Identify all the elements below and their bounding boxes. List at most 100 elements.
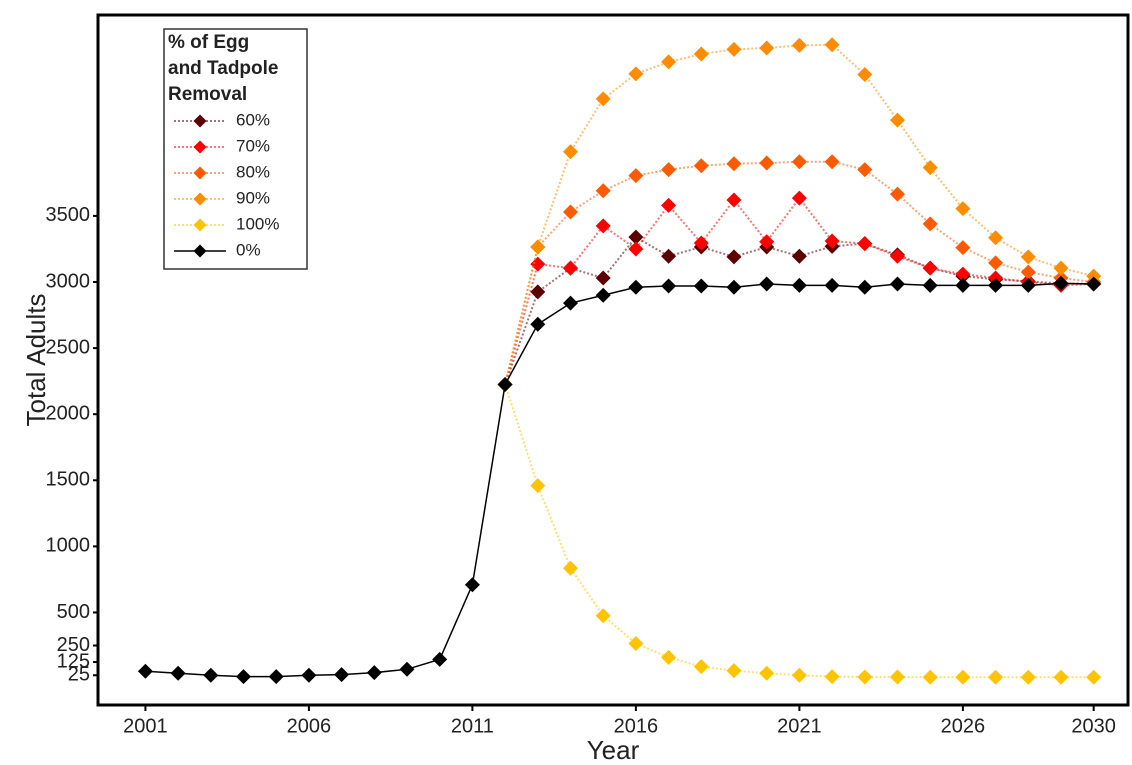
data-point [857, 66, 873, 82]
series-line [145, 282, 1094, 678]
x-tick-label: 2021 [777, 715, 822, 737]
y-tick-label: 2000 [46, 402, 91, 424]
legend-label: 80% [236, 162, 270, 181]
data-point [922, 260, 938, 276]
data-point [889, 112, 905, 128]
data-point [1053, 275, 1069, 291]
data-point [955, 266, 971, 282]
data-point [824, 277, 840, 293]
data-point [693, 158, 709, 174]
data-point [759, 665, 775, 681]
data-point [791, 277, 807, 293]
legend-title: Removal [168, 84, 247, 105]
data-point [857, 162, 873, 178]
x-tick-label: 2011 [451, 715, 494, 737]
data-point [137, 663, 153, 679]
data-point [661, 197, 677, 213]
data-point [759, 276, 775, 292]
data-point [955, 277, 971, 293]
y-tick-label: 250 [57, 634, 90, 656]
data-point [1086, 669, 1102, 685]
legend-marker [193, 166, 207, 180]
data-point [791, 248, 807, 264]
data-point [955, 669, 971, 685]
legend-marker [193, 192, 207, 206]
data-point [726, 156, 742, 172]
data-point [922, 216, 938, 232]
data-point [530, 239, 546, 255]
plot-frame [96, 13, 1130, 707]
data-point [824, 669, 840, 685]
data-point [759, 155, 775, 171]
data-point [628, 66, 644, 82]
data-point [1053, 260, 1069, 276]
data-point [530, 256, 546, 272]
data-point [661, 54, 677, 70]
data-point [759, 40, 775, 56]
data-point [530, 316, 546, 332]
data-point [1086, 268, 1102, 284]
data-point [595, 608, 611, 624]
data-point [955, 201, 971, 217]
x-tick-label: 2006 [287, 715, 332, 737]
x-tick-label: 2026 [941, 715, 986, 737]
data-point [1053, 669, 1069, 685]
y-tick-label: 2500 [46, 336, 91, 358]
data-point [268, 669, 284, 685]
data-point [399, 661, 415, 677]
data-point [236, 669, 252, 685]
data-point [628, 229, 644, 245]
data-point [889, 186, 905, 202]
data-point [726, 663, 742, 679]
data-point [922, 277, 938, 293]
data-point [366, 665, 382, 681]
data-point [530, 478, 546, 494]
data-point [432, 651, 448, 667]
data-point [824, 154, 840, 170]
data-point [791, 37, 807, 53]
y-tick-label: 500 [57, 601, 90, 623]
y-tick-label: 3500 [46, 204, 91, 226]
data-point [628, 279, 644, 295]
data-point [988, 255, 1004, 271]
data-point [203, 667, 219, 683]
legend-title: and Tadpole [168, 58, 278, 79]
data-point [628, 241, 644, 257]
data-point [562, 144, 578, 160]
x-tick-label: 2016 [614, 715, 659, 737]
data-point [889, 669, 905, 685]
data-point [726, 249, 742, 265]
legend-marker [193, 140, 207, 154]
data-point [693, 46, 709, 62]
data-point [693, 235, 709, 251]
data-point [955, 240, 971, 256]
data-point [693, 278, 709, 294]
series-line [504, 384, 1094, 679]
data-point [1020, 277, 1036, 293]
y-tick-label: 1000 [46, 535, 91, 557]
data-point [988, 230, 1004, 246]
data-point [857, 236, 873, 252]
data-point [824, 233, 840, 249]
data-point [726, 41, 742, 57]
legend-label: 100% [236, 214, 279, 233]
data-point [1020, 264, 1036, 280]
data-point [988, 277, 1004, 293]
legend-box [163, 28, 308, 270]
data-point [595, 270, 611, 286]
data-point [889, 276, 905, 292]
data-point [988, 669, 1004, 685]
legend-label: 60% [236, 110, 270, 129]
data-point [301, 667, 317, 683]
data-point [334, 667, 350, 683]
data-point [562, 295, 578, 311]
series-line [504, 43, 1094, 385]
data-point [562, 204, 578, 220]
data-point [726, 192, 742, 208]
data-point [497, 376, 513, 392]
data-point [791, 154, 807, 170]
x-axis-label: Year [587, 735, 640, 765]
data-point [922, 669, 938, 685]
y-tick-label: 1500 [46, 469, 91, 491]
